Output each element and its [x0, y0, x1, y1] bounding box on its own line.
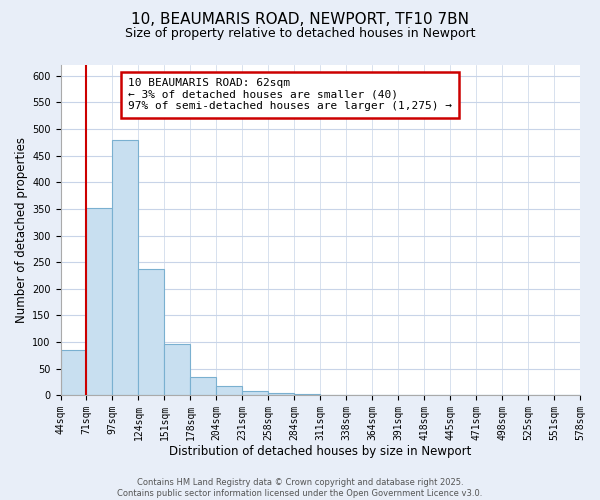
Bar: [294, 394, 320, 396]
Bar: [242, 391, 268, 396]
Y-axis label: Number of detached properties: Number of detached properties: [15, 137, 28, 323]
Bar: [86, 208, 112, 396]
Bar: [190, 376, 217, 396]
Text: 10, BEAUMARIS ROAD, NEWPORT, TF10 7BN: 10, BEAUMARIS ROAD, NEWPORT, TF10 7BN: [131, 12, 469, 28]
Bar: [268, 392, 294, 396]
Bar: [139, 268, 164, 396]
X-axis label: Distribution of detached houses by size in Newport: Distribution of detached houses by size …: [169, 444, 472, 458]
Text: 10 BEAUMARIS ROAD: 62sqm
← 3% of detached houses are smaller (40)
97% of semi-de: 10 BEAUMARIS ROAD: 62sqm ← 3% of detache…: [128, 78, 452, 112]
Bar: [112, 140, 139, 396]
Bar: [61, 350, 86, 396]
Text: Contains HM Land Registry data © Crown copyright and database right 2025.
Contai: Contains HM Land Registry data © Crown c…: [118, 478, 482, 498]
Text: Size of property relative to detached houses in Newport: Size of property relative to detached ho…: [125, 28, 475, 40]
Bar: [164, 344, 190, 396]
Bar: [217, 386, 242, 396]
